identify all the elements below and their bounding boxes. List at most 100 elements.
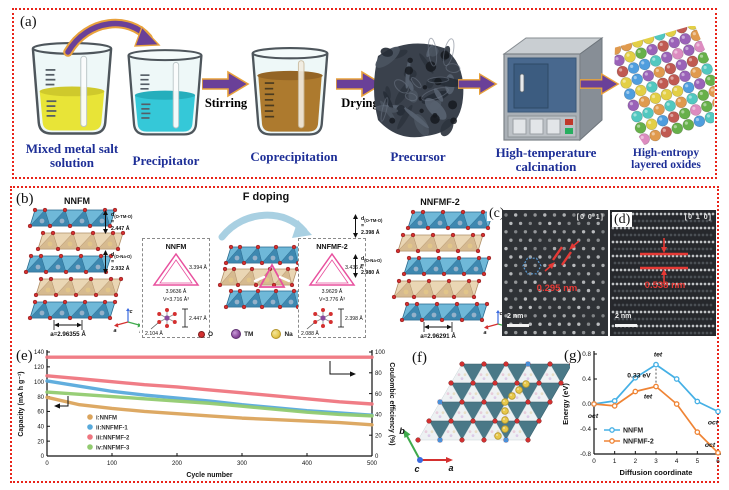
spacing-0295: 0.295 nm <box>536 283 578 294</box>
precursor-image <box>374 37 464 138</box>
svg-text:NNFMF-2: NNFMF-2 <box>623 438 654 445</box>
zone-axis-001: [0 0 1] <box>576 214 604 221</box>
f-doping-title: F doping <box>242 191 290 203</box>
svg-text:0: 0 <box>41 454 45 460</box>
beaker-precipitator <box>127 49 203 136</box>
tem-010-image <box>610 210 716 336</box>
svg-text:-0.8: -0.8 <box>580 451 591 458</box>
beaker-mixed-metal-salt <box>31 41 113 135</box>
svg-text:40: 40 <box>37 424 44 430</box>
svg-text:oct: oct <box>588 413 599 420</box>
svg-text:60: 60 <box>375 392 382 398</box>
svg-text:2.088 Å: 2.088 Å <box>301 330 319 337</box>
svg-text:200: 200 <box>172 461 183 467</box>
panel-d-label: (d) <box>612 212 633 228</box>
svg-text:100: 100 <box>34 380 45 386</box>
svg-text:tet: tet <box>654 352 663 359</box>
scalebar-c <box>507 324 529 327</box>
beaker-coprecipitation <box>251 47 329 136</box>
panel-f-label: (f) <box>412 350 427 366</box>
svg-text:b: b <box>399 426 405 436</box>
nnfmf2-title: NNFMF-2 <box>420 197 460 207</box>
step-label-mixed-metal-salt: Mixed metal salt solution <box>25 141 119 171</box>
pour-arrow <box>63 18 161 57</box>
svg-text:tet: tet <box>644 394 653 401</box>
svg-text:0: 0 <box>592 458 596 465</box>
svg-text:a=2.96291 Å: a=2.96291 Å <box>420 333 456 340</box>
svg-text:40: 40 <box>375 413 382 419</box>
tem-001-image <box>502 210 608 336</box>
svg-text:iv:NNFMF-3: iv:NNFMF-3 <box>96 445 130 451</box>
svg-text:80: 80 <box>37 395 44 401</box>
svg-text:Energy (eV): Energy (eV) <box>561 383 570 425</box>
svg-text:120: 120 <box>34 365 45 371</box>
svg-text:20: 20 <box>375 433 382 439</box>
nnfmf2-structure: a=2.96291 Åcab <box>391 209 510 340</box>
layered-oxides-image <box>606 26 720 145</box>
stirring-arrow <box>202 70 250 98</box>
svg-text:3.394 Å: 3.394 Å <box>189 264 207 271</box>
step-label-precursor: Precursor <box>390 149 446 164</box>
svg-text:-0.4: -0.4 <box>580 426 591 433</box>
o-atom-icon <box>198 330 205 338</box>
calcination-arrow <box>458 72 498 96</box>
scalebar-c-text: 2 nm <box>507 313 524 320</box>
svg-text:4: 4 <box>675 458 679 465</box>
svg-text:100: 100 <box>375 350 386 356</box>
svg-text:20: 20 <box>37 439 44 445</box>
svg-text:3: 3 <box>654 458 658 465</box>
nnfm-title: NNFM <box>64 196 90 206</box>
svg-text:1: 1 <box>613 458 617 465</box>
panel-e-label: (e) <box>16 348 33 364</box>
scalebar-d <box>615 324 637 327</box>
svg-text:400: 400 <box>302 461 313 467</box>
d-otmo-left: d(O-TM-O) = 2.447 Å <box>102 210 132 234</box>
svg-text:Coulombic efficiency (%): Coulombic efficiency (%) <box>388 362 395 445</box>
step-label-calcination: High-temperature calcination <box>495 145 597 175</box>
svg-text:6: 6 <box>716 458 720 465</box>
svg-text:b: b <box>139 329 140 335</box>
step-label-precipitator: Precipitator <box>132 153 200 168</box>
nnfmf2-inset: NNFMF-2 3.436 Å 3.9629 Å V≈3.776 Å³ 2.398 Å 2… <box>298 238 366 338</box>
svg-text:500: 500 <box>367 461 378 467</box>
svg-text:5: 5 <box>696 458 700 465</box>
drying-arrow <box>336 70 384 98</box>
svg-text:V≈3.716 Å³: V≈3.716 Å³ <box>163 296 189 303</box>
atom-legend: O TM Na <box>198 329 293 339</box>
panel-b-label: (b) <box>16 191 34 207</box>
na-atom-icon <box>271 329 282 339</box>
zone-axis-010: [0 1 0] <box>684 214 712 221</box>
svg-text:3.9629 Å: 3.9629 Å <box>322 288 343 295</box>
panel-g-label: (g) <box>564 348 582 364</box>
svg-text:2.104 Å: 2.104 Å <box>145 330 163 337</box>
ab-plane-structure: b a c <box>399 361 570 474</box>
panel-a-label: (a) <box>20 14 37 30</box>
f-doping-structure <box>217 211 312 310</box>
svg-text:80: 80 <box>375 371 382 377</box>
spacing-0538: 0.538 nm <box>644 280 686 291</box>
d-onao-right: d(O-Na-O) = 2.980 Å <box>352 254 382 278</box>
svg-text:NNFM: NNFM <box>623 427 643 434</box>
svg-text:2: 2 <box>634 458 638 465</box>
scalebar-d-text: 2 nm <box>615 313 632 320</box>
svg-text:0: 0 <box>45 461 49 467</box>
svg-text:a: a <box>448 463 453 473</box>
svg-text:3.9636 Å: 3.9636 Å <box>166 288 187 295</box>
step-label-coprecipitation: Coprecipitation <box>250 149 338 164</box>
furnace-image <box>502 37 604 142</box>
svg-text:NNFMF-2: NNFMF-2 <box>316 242 348 251</box>
stirring-label: Stirring <box>204 96 248 110</box>
d-otmo-right: d(O-TM-O) = 2.398 Å <box>352 214 382 238</box>
svg-text:V≈3.776 Å³: V≈3.776 Å³ <box>319 296 345 303</box>
svg-text:oct: oct <box>708 420 719 427</box>
step-label-oxides: High-entropy layered oxides <box>631 147 701 172</box>
svg-text:140: 140 <box>34 350 45 356</box>
svg-text:ii:NNFMF-1: ii:NNFMF-1 <box>96 425 128 431</box>
svg-text:iii:NNFMF-2: iii:NNFMF-2 <box>96 435 130 441</box>
svg-text:Diffusion coordinate: Diffusion coordinate <box>620 468 693 477</box>
svg-text:60: 60 <box>37 410 44 416</box>
svg-text:i:NNFM: i:NNFM <box>96 415 117 421</box>
cycling-chart: 0 20 40 60 80 100 120 140 0 20 40 60 80 100 0 100 200 300… <box>18 350 395 479</box>
svg-text:0: 0 <box>375 454 379 460</box>
svg-text:100: 100 <box>107 461 118 467</box>
